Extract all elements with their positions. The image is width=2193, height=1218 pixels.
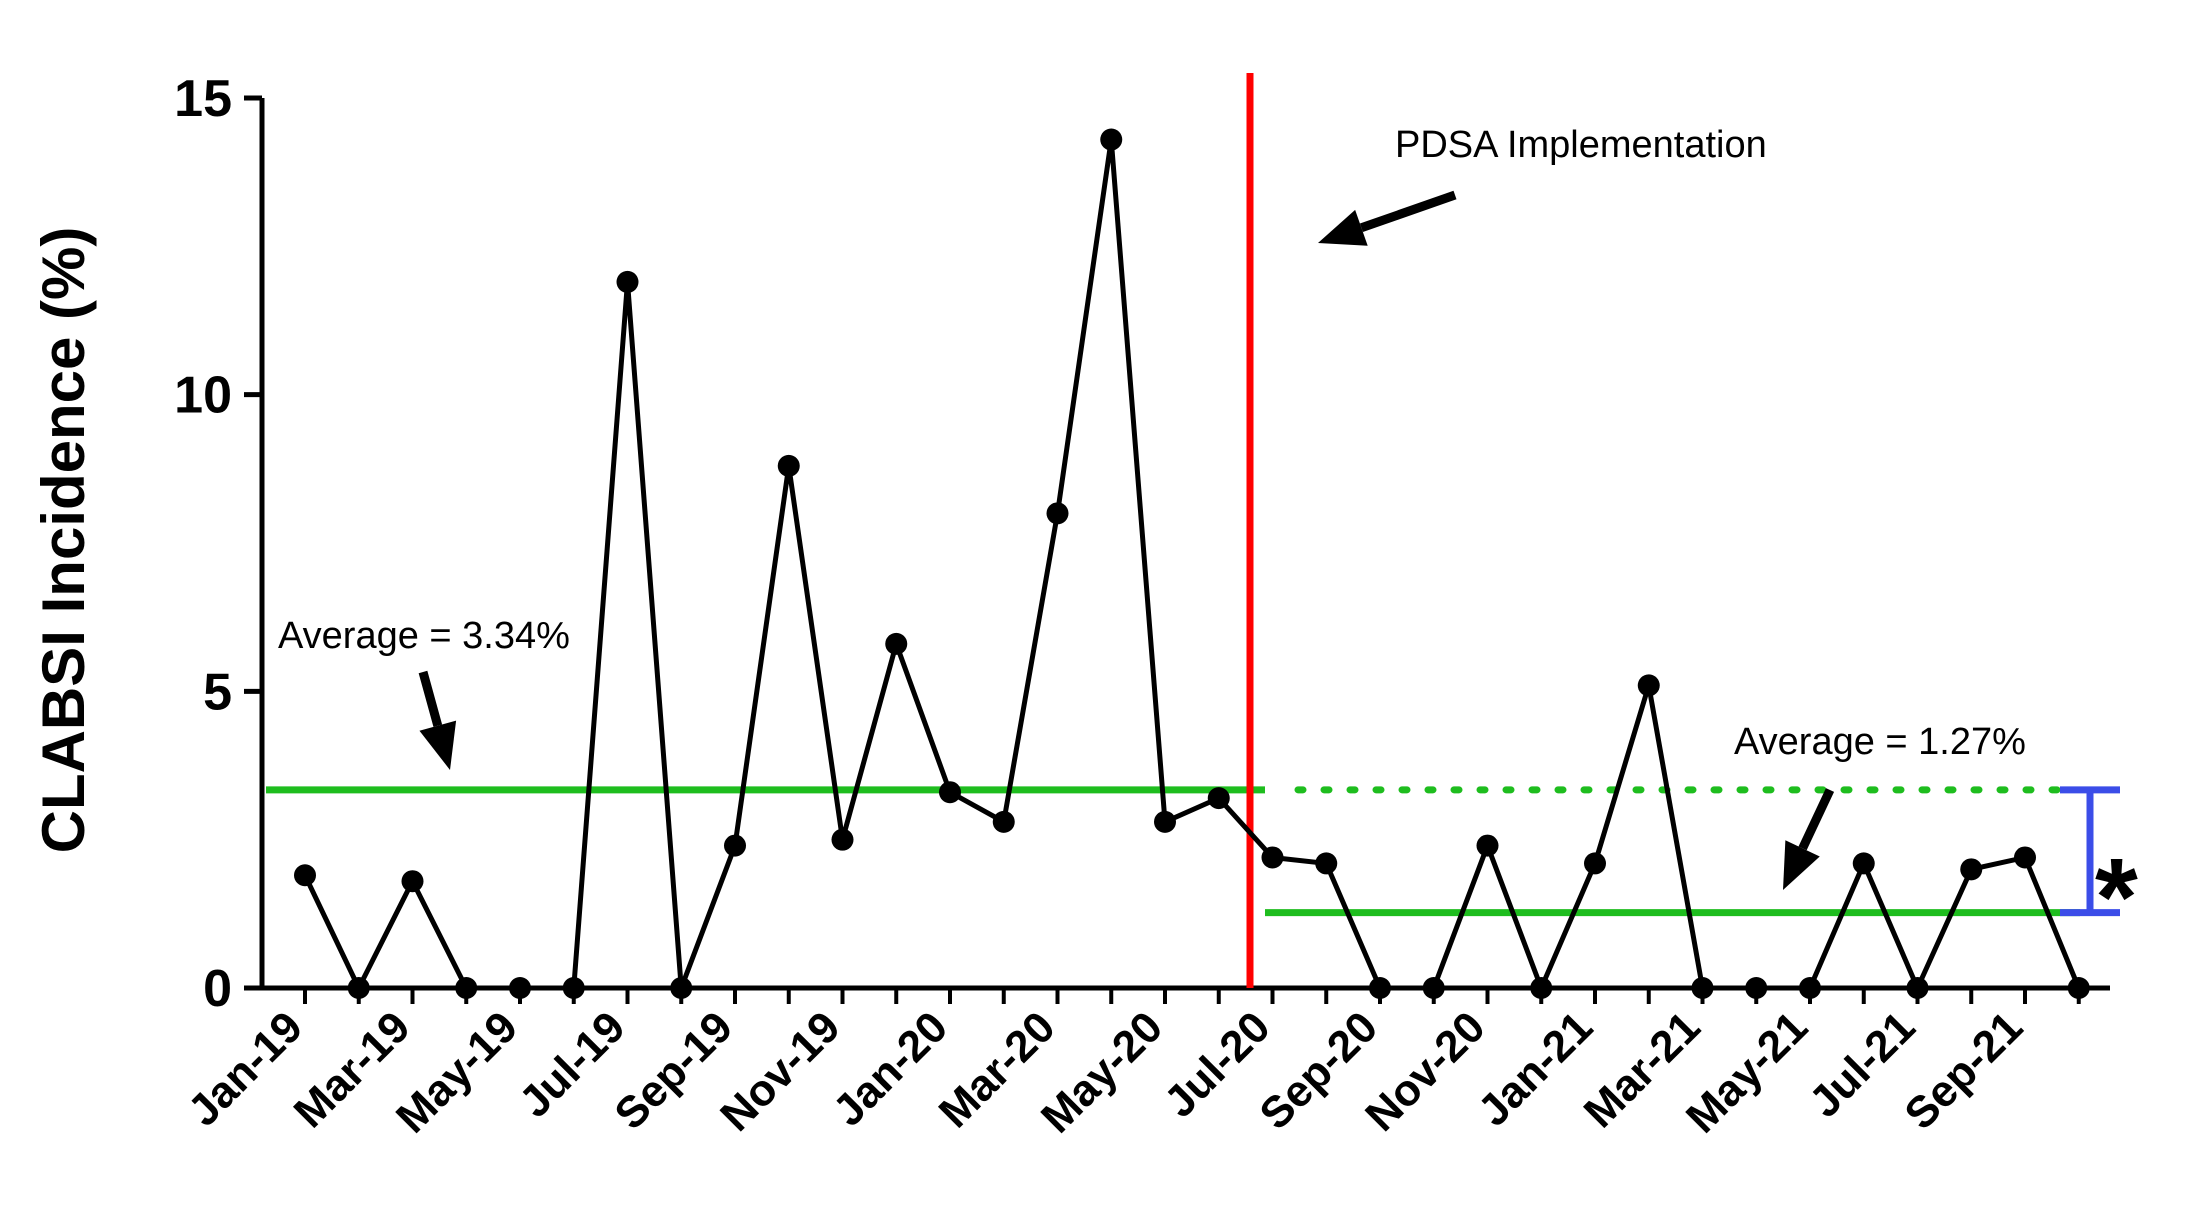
x-tick-label-Sep-19: Sep-19 [605,1002,742,1139]
data-point-Aug-21 [1960,858,1983,881]
data-point-Jun-21 [1852,852,1875,875]
x-tick-label-Sep-20: Sep-20 [1250,1002,1387,1139]
data-point-Oct-19 [777,454,800,477]
x-tick-label-May-21: May-21 [1677,1002,1817,1142]
data-point-Feb-21 [1637,674,1660,697]
data-point-Oct-21 [2067,977,2090,999]
x-tick-label-May-19: May-19 [387,1002,527,1142]
x-tick-label-Jan-21: Jan-21 [1469,1002,1602,1135]
data-point-Dec-19 [885,632,908,655]
data-point-Oct-20 [1422,977,1445,999]
data-point-May-20 [1154,810,1176,833]
data-point-Jul-20 [1261,846,1284,869]
data-point-Aug-19 [670,977,693,999]
y-axis: 0 5 10 15 [174,70,265,1018]
data-point-Mar-21 [1691,977,1714,999]
data-point-May-21 [1799,977,1821,999]
avg-before-arrow-head [419,720,457,770]
data-point-Feb-20 [992,810,1015,833]
data-point-Feb-19 [347,977,370,999]
avg-after-arrow-head [1783,840,1820,890]
data-point-Sep-19 [724,834,746,857]
x-tick-label-Jan-20: Jan-20 [824,1002,957,1135]
data-point-Jun-19 [562,977,585,999]
data-point-Apr-21 [1745,977,1768,999]
x-tick-label-Jan-19: Jan-19 [179,1002,312,1135]
average-lines [266,73,2080,988]
significance-star: * [2095,836,2138,959]
data-point-Mar-20 [1046,502,1069,525]
data-point-Jan-19 [294,864,316,887]
pdsa-arrow-head [1318,209,1368,246]
avg-before-arrow-shaft [418,670,443,727]
data-point-Jul-19 [616,270,639,293]
series-polyline [302,139,2082,995]
data-point-Nov-19 [831,828,854,851]
data-point-Jan-20 [939,781,961,804]
y-tick-label-5: 5 [203,663,232,721]
x-axis: Jan-19Mar-19May-19Jul-19Sep-19Nov-19Jan-… [179,985,2110,1143]
y-axis-title: CLABSI Incidence (%) [30,227,97,854]
avg-after-arrow-shaft [1798,788,1835,851]
y-tick-label-0: 0 [203,960,232,1018]
data-point-Sep-21 [2014,846,2036,869]
series-line [294,128,2090,999]
data-point-Nov-20 [1476,834,1499,857]
pdsa-label: PDSA Implementation [1395,124,1767,166]
x-tick-label-Nov-20: Nov-20 [1356,1002,1494,1140]
annotations [418,190,2120,917]
data-point-Aug-20 [1315,852,1338,875]
x-tick-label-Nov-19: Nov-19 [711,1002,849,1140]
pdsa-arrow-shaft [1359,190,1457,233]
avg-before-label: Average = 3.34% [278,615,570,657]
data-point-Apr-19 [455,977,478,999]
data-point-Jan-21 [1584,852,1606,875]
data-point-Apr-20 [1100,128,1123,151]
data-point-Mar-19 [401,870,424,893]
data-point-Dec-20 [1530,977,1553,999]
data-point-Jun-20 [1207,787,1230,810]
data-point-May-19 [509,977,531,999]
x-tick-label-Sep-21: Sep-21 [1895,1002,2032,1139]
data-point-Jul-21 [1906,977,1929,999]
y-tick-label-15: 15 [174,70,232,128]
avg-after-label: Average = 1.27% [1734,721,2026,763]
data-point-Sep-20 [1369,977,1391,999]
x-tick-label-May-20: May-20 [1032,1002,1172,1142]
y-tick-label-10: 10 [174,367,232,425]
